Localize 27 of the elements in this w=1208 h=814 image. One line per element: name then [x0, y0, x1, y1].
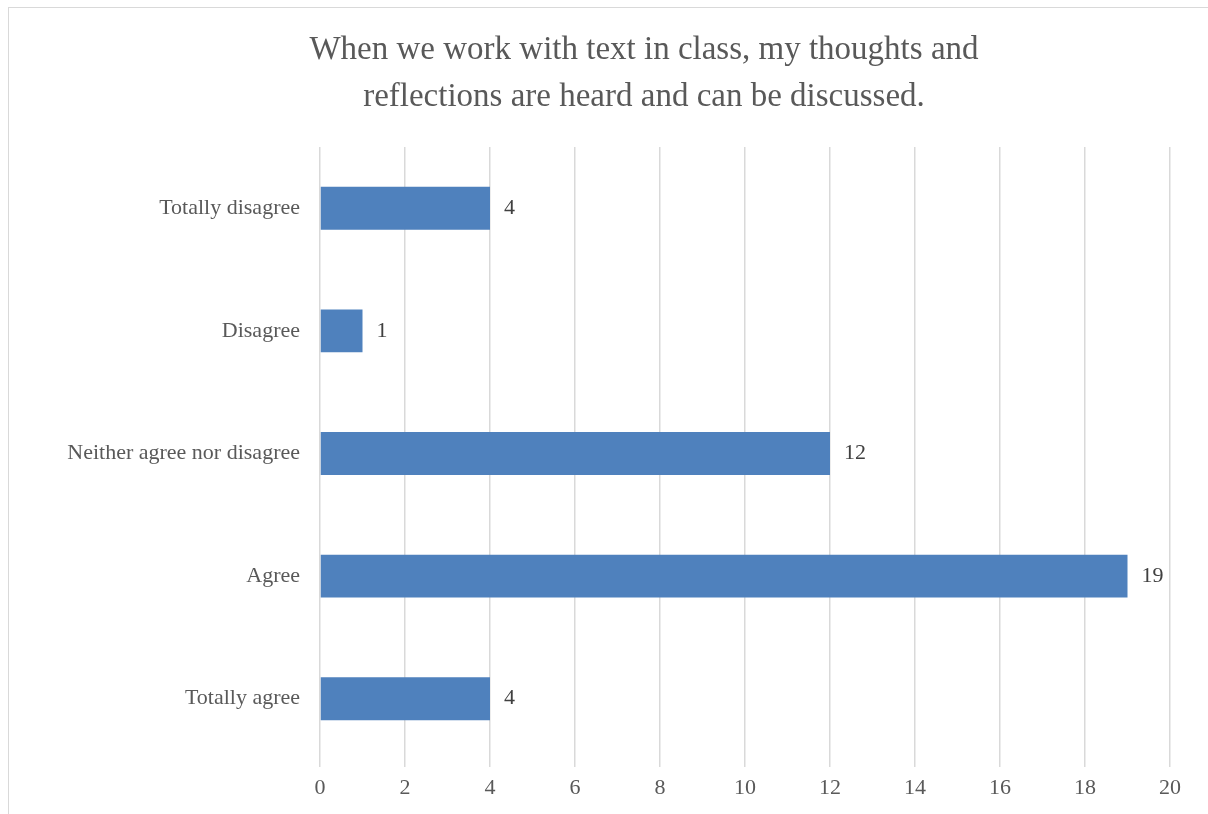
y-tick-label: Totally agree [184, 684, 300, 710]
x-tick-label: 6 [569, 773, 581, 799]
data-label: 1 [376, 316, 388, 342]
x-tick-label: 20 [1159, 773, 1181, 799]
y-tick-label: Totally disagree [159, 194, 300, 220]
x-tick-label: 8 [654, 773, 666, 799]
x-tick-label: 18 [1074, 773, 1096, 799]
data-label: 4 [504, 684, 515, 710]
x-tick-label: 10 [734, 773, 756, 799]
x-tick-label: 12 [819, 773, 841, 799]
x-tick-label: 16 [989, 773, 1011, 799]
x-tick-label: 14 [904, 773, 926, 799]
y-tick-label: Agree [246, 561, 300, 587]
bar [320, 186, 490, 230]
data-label: 12 [844, 439, 866, 465]
x-tick-label: 2 [399, 773, 411, 799]
bar [320, 309, 363, 353]
chart-title: When we work with text in class, my thoughts and reflections are heard and can be discussed. [308, 29, 980, 115]
bar [320, 554, 1128, 598]
y-tick-label: Disagree [221, 316, 300, 342]
data-label: 4 [504, 194, 515, 220]
data-label: 19 [1141, 561, 1164, 587]
y-tick-label: Neither agree nor disagree [67, 439, 300, 465]
bar [320, 432, 830, 475]
x-tick-label: 0 [314, 773, 326, 799]
bar [320, 677, 490, 721]
x-tick-label: 4 [484, 773, 496, 799]
